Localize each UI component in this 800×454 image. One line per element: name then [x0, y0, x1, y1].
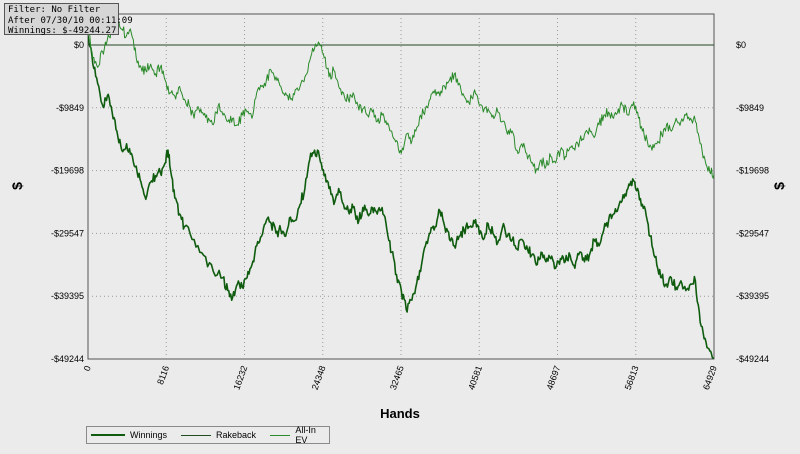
y-tick-label-left: -$19698 [51, 166, 84, 176]
x-tick-label: 56813 [623, 364, 641, 391]
y-tick-label-left: -$39395 [51, 291, 84, 301]
legend-label-winnings: Winnings [130, 430, 168, 440]
y-axis-right: $0 -$9849 -$19698 -$29547 -$39395 -$49244 [736, 40, 769, 364]
x-tick-label: 8116 [155, 364, 171, 386]
x-tick-label: 16232 [231, 364, 249, 391]
x-tick-label: 0 [82, 364, 93, 372]
y-axis-title-left: $ [9, 182, 25, 190]
legend-swatch-winnings [91, 434, 125, 436]
x-axis-title: Hands [380, 406, 420, 421]
winnings-text: Winnings: $-49244.27 [8, 26, 117, 36]
y-tick-label-right: -$9849 [736, 103, 764, 113]
y-tick-label-right: $0 [736, 40, 746, 50]
y-tick-label-left: -$29547 [51, 228, 84, 238]
x-tick-label: 48697 [544, 364, 562, 391]
legend-swatch-rakeback [181, 434, 212, 436]
filter-info-box: Filter: No Filter After 07/30/10 00:11:0… [4, 3, 133, 36]
legend-item-rakeback: Rakeback [181, 430, 256, 440]
legend-label-allin-ev: All-In EV [295, 425, 316, 445]
series-layer [88, 21, 714, 359]
y-tick-label-right: -$39395 [736, 291, 769, 301]
y-axis-left: $0 -$9849 -$19698 -$29547 -$39395 -$49244 [51, 40, 84, 364]
legend-item-winnings: Winnings [91, 430, 167, 440]
filter-text: Filter: No Filter [8, 5, 101, 15]
y-tick-label-right: -$49244 [736, 354, 769, 364]
x-axis: 0 8116 16232 24348 32465 40581 48697 56813 64929 [82, 364, 719, 391]
y-tick-label-right: -$29547 [736, 228, 769, 238]
after-date-text: After 07/30/10 00:11:09 [8, 15, 133, 26]
y-axis-title-right: $ [771, 182, 787, 190]
y-tick-label-left: -$9849 [56, 103, 84, 113]
legend-item-allin-ev: All-In EV [270, 425, 319, 445]
x-tick-label: 64929 [701, 364, 719, 391]
x-tick-label: 24348 [310, 364, 328, 391]
y-tick-label-left: $0 [74, 40, 84, 50]
y-tick-label-left: -$49244 [51, 354, 84, 364]
series-line-all-in-ev [88, 21, 714, 179]
legend-label-rakeback: Rakeback [216, 430, 257, 440]
y-tick-label-right: -$19698 [736, 166, 769, 176]
x-tick-label: 32465 [388, 364, 406, 391]
legend: Winnings Rakeback All-In EV [86, 425, 330, 445]
series-line-winnings [88, 35, 714, 359]
legend-swatch-allin-ev [270, 434, 291, 436]
x-tick-label: 40581 [466, 364, 484, 391]
